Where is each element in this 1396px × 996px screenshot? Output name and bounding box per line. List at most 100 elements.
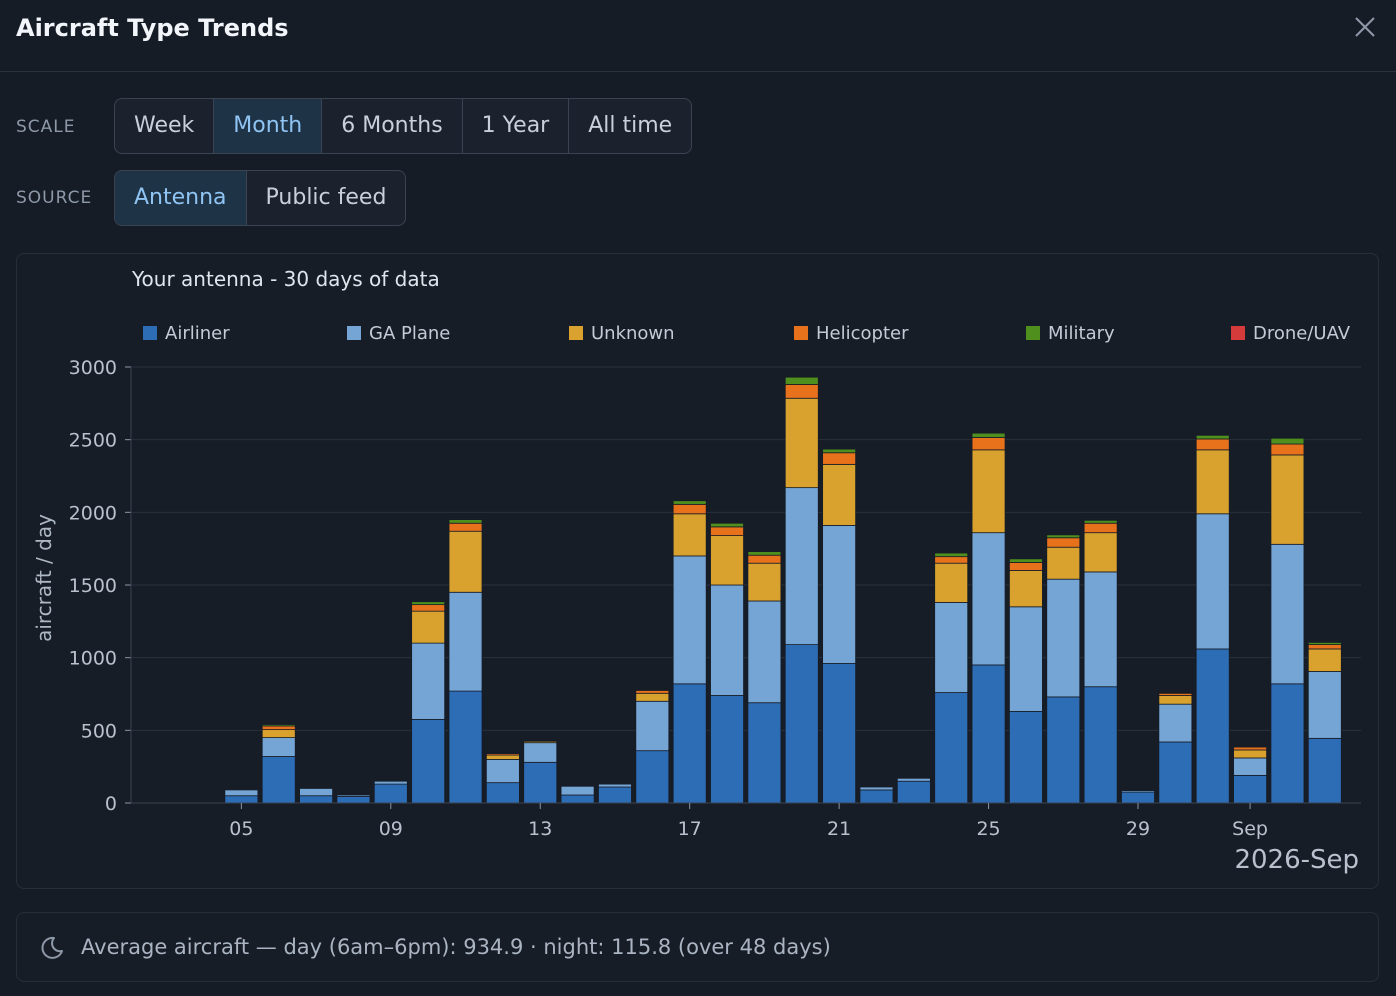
bar-segment-unknown[interactable] xyxy=(1233,749,1267,759)
bar-segment-airliner[interactable] xyxy=(971,664,1006,804)
bar-segment-military[interactable] xyxy=(784,376,819,385)
bar-segment-military[interactable] xyxy=(1270,437,1305,445)
bar-segment-military[interactable] xyxy=(448,519,483,524)
bar-segment-ga-plane[interactable] xyxy=(784,487,819,645)
bar-segment-unknown[interactable] xyxy=(1195,449,1230,515)
bar-segment-ga-plane[interactable] xyxy=(971,532,1006,666)
bar-segment-military[interactable] xyxy=(971,432,1006,438)
bar-segment-helicopter[interactable] xyxy=(1083,522,1118,534)
bar-segment-military[interactable] xyxy=(523,739,558,741)
bar-segment-military[interactable] xyxy=(1046,534,1081,539)
bar-segment-airliner[interactable] xyxy=(672,683,707,804)
bar-segment-helicopter[interactable] xyxy=(747,554,782,564)
bar-segment-unknown[interactable] xyxy=(1083,532,1118,573)
bar-segment-helicopter[interactable] xyxy=(1195,438,1230,451)
bar-segment-ga-plane[interactable] xyxy=(1083,571,1118,688)
bar-segment-airliner[interactable] xyxy=(747,702,782,804)
bar-segment-military[interactable] xyxy=(1009,558,1043,563)
legend-label-helicopter[interactable]: Helicopter xyxy=(816,323,909,344)
bar-segment-helicopter[interactable] xyxy=(971,437,1006,451)
bar-segment-ga-plane[interactable] xyxy=(336,794,371,797)
bar-segment-helicopter[interactable] xyxy=(261,725,296,731)
bar-segment-helicopter[interactable] xyxy=(672,503,707,515)
bar-segment-airliner[interactable] xyxy=(1233,774,1267,804)
bar-segment-helicopter[interactable] xyxy=(822,452,857,465)
bar-segment-helicopter[interactable] xyxy=(635,689,670,694)
bar-segment-unknown[interactable] xyxy=(448,530,483,593)
bar-segment-military[interactable] xyxy=(1233,745,1267,748)
bar-segment-airliner[interactable] xyxy=(784,644,819,804)
bar-segment-unknown[interactable] xyxy=(411,610,446,644)
source-option-antenna[interactable]: Antenna xyxy=(115,171,247,225)
bar-segment-ga-plane[interactable] xyxy=(411,642,446,720)
bar-segment-ga-plane[interactable] xyxy=(448,591,483,692)
bar-segment-airliner[interactable] xyxy=(448,690,483,804)
bar-segment-military[interactable] xyxy=(261,724,296,727)
bar-segment-unknown[interactable] xyxy=(747,562,782,602)
bar-segment-airliner[interactable] xyxy=(598,786,632,804)
bar-segment-unknown[interactable] xyxy=(1046,546,1081,580)
bar-segment-unknown[interactable] xyxy=(971,449,1006,534)
bar-segment-unknown[interactable] xyxy=(1270,454,1305,545)
bar-segment-military[interactable] xyxy=(1307,642,1342,645)
close-icon[interactable] xyxy=(1352,14,1378,40)
bar-segment-airliner[interactable] xyxy=(373,783,408,804)
bar-segment-airliner[interactable] xyxy=(261,756,296,804)
source-option-public-feed[interactable]: Public feed xyxy=(265,185,387,210)
scale-option-all-time[interactable]: All time xyxy=(588,113,673,138)
bar-segment-airliner[interactable] xyxy=(1307,737,1342,804)
legend-label-unknown[interactable]: Unknown xyxy=(591,323,675,344)
bar-segment-military[interactable] xyxy=(747,551,782,556)
bar-segment-airliner[interactable] xyxy=(1046,696,1081,804)
bar-segment-ga-plane[interactable] xyxy=(934,602,969,693)
bar-segment-ga-plane[interactable] xyxy=(1158,703,1193,743)
bar-segment-ga-plane[interactable] xyxy=(1233,757,1267,776)
bar-segment-unknown[interactable] xyxy=(1158,695,1193,705)
bar-segment-airliner[interactable] xyxy=(523,761,558,804)
bar-segment-ga-plane[interactable] xyxy=(299,788,333,797)
bar-segment-ga-plane[interactable] xyxy=(1009,606,1043,712)
bar-segment-ga-plane[interactable] xyxy=(373,780,408,785)
bar-segment-airliner[interactable] xyxy=(560,794,595,804)
bar-segment-airliner[interactable] xyxy=(485,782,520,804)
bar-segment-helicopter[interactable] xyxy=(1046,537,1081,548)
bar-segment-military[interactable] xyxy=(1158,692,1193,694)
bar-segment-airliner[interactable] xyxy=(411,719,446,804)
bar-segment-airliner[interactable] xyxy=(224,795,259,804)
bar-segment-unknown[interactable] xyxy=(1009,570,1043,608)
bar-segment-military[interactable] xyxy=(411,601,446,606)
bar-segment-military[interactable] xyxy=(635,689,670,691)
bar-segment-ga-plane[interactable] xyxy=(896,777,931,782)
bar-segment-helicopter[interactable] xyxy=(1009,562,1043,571)
bar-segment-airliner[interactable] xyxy=(710,695,744,804)
bar-segment-helicopter[interactable] xyxy=(784,384,819,399)
bar-segment-unknown[interactable] xyxy=(934,562,969,603)
bar-segment-helicopter[interactable] xyxy=(1270,443,1305,456)
scale-option-week[interactable]: Week xyxy=(115,99,215,153)
bar-segment-unknown[interactable] xyxy=(261,729,296,738)
bar-segment-unknown[interactable] xyxy=(635,692,670,702)
bar-segment-airliner[interactable] xyxy=(1270,683,1305,804)
bar-segment-ga-plane[interactable] xyxy=(1195,513,1230,650)
bar-segment-airliner[interactable] xyxy=(859,789,894,804)
bar-segment-unknown[interactable] xyxy=(1307,648,1342,672)
bar-segment-unknown[interactable] xyxy=(485,754,520,760)
bar-segment-ga-plane[interactable] xyxy=(224,789,259,797)
bar-segment-military[interactable] xyxy=(822,448,857,454)
bar-segment-ga-plane[interactable] xyxy=(672,555,707,685)
bar-segment-military[interactable] xyxy=(672,500,707,505)
bar-segment-ga-plane[interactable] xyxy=(523,742,558,763)
bar-segment-military[interactable] xyxy=(1083,519,1118,524)
bar-segment-ga-plane[interactable] xyxy=(1270,543,1305,685)
bar-segment-ga-plane[interactable] xyxy=(560,785,595,796)
bar-segment-helicopter[interactable] xyxy=(1233,746,1267,751)
bar-segment-military[interactable] xyxy=(934,552,969,558)
legend-label-drone-uav[interactable]: Drone/UAV xyxy=(1253,323,1351,344)
bar-segment-airliner[interactable] xyxy=(896,780,931,804)
bar-segment-ga-plane[interactable] xyxy=(859,786,894,791)
bar-segment-unknown[interactable] xyxy=(672,513,707,557)
bar-segment-airliner[interactable] xyxy=(1121,791,1155,804)
bar-segment-ga-plane[interactable] xyxy=(1121,790,1155,793)
bar-segment-airliner[interactable] xyxy=(934,692,969,804)
bar-segment-helicopter[interactable] xyxy=(1307,644,1342,650)
